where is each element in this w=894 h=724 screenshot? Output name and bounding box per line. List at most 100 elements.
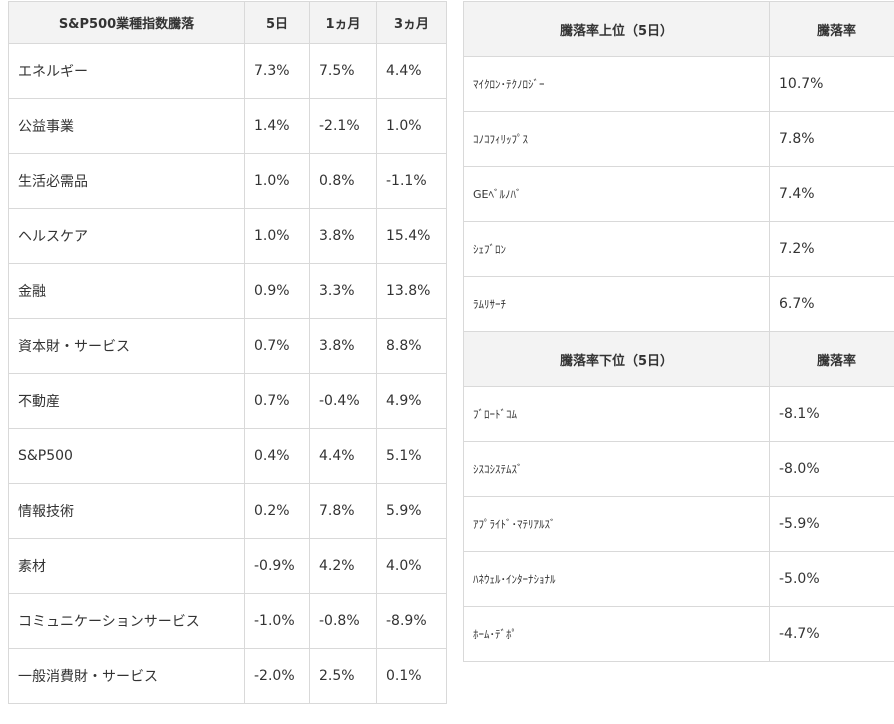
ranking-column-header: 騰落率下位（5日） — [463, 331, 770, 387]
sector-performance-table: S&P500業種指数騰落 5日 1ヵ月 3ヵ月 エネルギー 7.3% 7.5% 4.4% 公益事… — [8, 1, 447, 704]
ranking-column-header: 騰落率上位（5日） — [463, 1, 770, 57]
sector-value-cell: 4.0% — [376, 538, 447, 594]
sector-column-header: 1ヵ月 — [309, 1, 377, 44]
sector-name-cell: 金融 — [8, 263, 245, 319]
sector-name-cell: 公益事業 — [8, 98, 245, 154]
sector-value-cell: 0.7% — [244, 318, 310, 374]
stock-name-cell: ﾏｲｸﾛﾝ･ﾃｸﾉﾛｼﾞｰ — [463, 56, 770, 112]
sector-name-cell: エネルギー — [8, 43, 245, 99]
table-row: ﾊﾈｳｪﾙ･ｲﾝﾀｰﾅｼｮﾅﾙ -5.0% — [463, 551, 894, 607]
ranking-column-header: 騰落率 — [769, 1, 894, 57]
top-losers-header-row: 騰落率下位（5日） 騰落率 — [463, 331, 894, 387]
sector-column-header: S&P500業種指数騰落 — [8, 1, 245, 44]
stock-name-cell: ｼｪﾌﾞﾛﾝ — [463, 221, 770, 277]
sector-value-cell: 0.9% — [244, 263, 310, 319]
sector-value-cell: -8.9% — [376, 593, 447, 649]
sector-column-header: 5日 — [244, 1, 310, 44]
sector-value-cell: 3.8% — [309, 318, 377, 374]
stock-name-cell: ﾊﾈｳｪﾙ･ｲﾝﾀｰﾅｼｮﾅﾙ — [463, 551, 770, 607]
sector-value-cell: -2.0% — [244, 648, 310, 704]
table-row: 生活必需品 1.0% 0.8% -1.1% — [8, 153, 447, 209]
sector-value-cell: 8.8% — [376, 318, 447, 374]
stock-ranking-table: 騰落率上位（5日） 騰落率 ﾏｲｸﾛﾝ･ﾃｸﾉﾛｼﾞｰ 10.7% ｺﾉｺﾌｨﾘｯﾌﾟｽ… — [463, 1, 894, 662]
stock-name-cell: GEﾍﾞﾙﾉﾊﾞ — [463, 166, 770, 222]
table-row: 情報技術 0.2% 7.8% 5.9% — [8, 483, 447, 539]
table-row: ﾎｰﾑ･ﾃﾞﾎﾟ -4.7% — [463, 606, 894, 662]
stock-change-cell: 6.7% — [769, 276, 894, 332]
table-row: ｼｽｺｼｽﾃﾑｽﾞ -8.0% — [463, 441, 894, 497]
table-row: ヘルスケア 1.0% 3.8% 15.4% — [8, 208, 447, 264]
sector-value-cell: 4.4% — [376, 43, 447, 99]
table-row: ｺﾉｺﾌｨﾘｯﾌﾟｽ 7.8% — [463, 111, 894, 167]
sector-value-cell: 15.4% — [376, 208, 447, 264]
stock-name-cell: ｼｽｺｼｽﾃﾑｽﾞ — [463, 441, 770, 497]
sector-name-cell: 資本財・サービス — [8, 318, 245, 374]
sector-value-cell: -0.8% — [309, 593, 377, 649]
stock-change-cell: 7.4% — [769, 166, 894, 222]
top-gainers-header-row: 騰落率上位（5日） 騰落率 — [463, 1, 894, 57]
sector-value-cell: -1.0% — [244, 593, 310, 649]
sector-name-cell: コミュニケーションサービス — [8, 593, 245, 649]
sector-value-cell: 4.9% — [376, 373, 447, 429]
stock-name-cell: ﾌﾞﾛｰﾄﾞｺﾑ — [463, 386, 770, 442]
stock-change-cell: -5.0% — [769, 551, 894, 607]
stock-change-cell: 7.8% — [769, 111, 894, 167]
table-row: エネルギー 7.3% 7.5% 4.4% — [8, 43, 447, 99]
table-row: ﾏｲｸﾛﾝ･ﾃｸﾉﾛｼﾞｰ 10.7% — [463, 56, 894, 112]
sector-value-cell: 7.5% — [309, 43, 377, 99]
table-row: 金融 0.9% 3.3% 13.8% — [8, 263, 447, 319]
sector-name-cell: 情報技術 — [8, 483, 245, 539]
table-row: 一般消費財・サービス -2.0% 2.5% 0.1% — [8, 648, 447, 704]
sector-header-row: S&P500業種指数騰落 5日 1ヵ月 3ヵ月 — [8, 1, 447, 44]
table-row: ｱﾌﾟﾗｲﾄﾞ･ﾏﾃﾘｱﾙｽﾞ -5.9% — [463, 496, 894, 552]
sector-name-cell: 素材 — [8, 538, 245, 594]
stock-name-cell: ｱﾌﾟﾗｲﾄﾞ･ﾏﾃﾘｱﾙｽﾞ — [463, 496, 770, 552]
sector-value-cell: 5.9% — [376, 483, 447, 539]
sector-value-cell: 1.0% — [376, 98, 447, 154]
sector-value-cell: 13.8% — [376, 263, 447, 319]
sector-value-cell: -0.4% — [309, 373, 377, 429]
sector-value-cell: 0.7% — [244, 373, 310, 429]
table-row: ｼｪﾌﾞﾛﾝ 7.2% — [463, 221, 894, 277]
table-row: GEﾍﾞﾙﾉﾊﾞ 7.4% — [463, 166, 894, 222]
stock-change-cell: -4.7% — [769, 606, 894, 662]
table-row: ﾌﾞﾛｰﾄﾞｺﾑ -8.1% — [463, 386, 894, 442]
ranking-column-header: 騰落率 — [769, 331, 894, 387]
sector-name-cell: S&P500 — [8, 428, 245, 484]
sector-value-cell: -1.1% — [376, 153, 447, 209]
table-row: S&P500 0.4% 4.4% 5.1% — [8, 428, 447, 484]
sector-value-cell: -2.1% — [309, 98, 377, 154]
sector-name-cell: 不動産 — [8, 373, 245, 429]
sector-value-cell: 1.0% — [244, 208, 310, 264]
sector-value-cell: 7.8% — [309, 483, 377, 539]
sector-name-cell: 一般消費財・サービス — [8, 648, 245, 704]
stock-change-cell: 10.7% — [769, 56, 894, 112]
sector-value-cell: 0.1% — [376, 648, 447, 704]
sector-value-cell: 5.1% — [376, 428, 447, 484]
stock-change-cell: -8.0% — [769, 441, 894, 497]
sector-value-cell: 4.4% — [309, 428, 377, 484]
sector-value-cell: 3.3% — [309, 263, 377, 319]
stock-change-cell: 7.2% — [769, 221, 894, 277]
stock-name-cell: ｺﾉｺﾌｨﾘｯﾌﾟｽ — [463, 111, 770, 167]
table-row: コミュニケーションサービス -1.0% -0.8% -8.9% — [8, 593, 447, 649]
table-row: 公益事業 1.4% -2.1% 1.0% — [8, 98, 447, 154]
sector-column-header: 3ヵ月 — [376, 1, 447, 44]
sector-value-cell: 2.5% — [309, 648, 377, 704]
table-row: ﾗﾑﾘｻｰﾁ 6.7% — [463, 276, 894, 332]
sector-value-cell: 1.4% — [244, 98, 310, 154]
table-row: 不動産 0.7% -0.4% 4.9% — [8, 373, 447, 429]
sector-value-cell: 0.8% — [309, 153, 377, 209]
sector-value-cell: 0.4% — [244, 428, 310, 484]
table-row: 素材 -0.9% 4.2% 4.0% — [8, 538, 447, 594]
sector-value-cell: 1.0% — [244, 153, 310, 209]
sector-value-cell: 7.3% — [244, 43, 310, 99]
sector-value-cell: 3.8% — [309, 208, 377, 264]
stock-name-cell: ﾗﾑﾘｻｰﾁ — [463, 276, 770, 332]
sector-value-cell: -0.9% — [244, 538, 310, 594]
sector-value-cell: 0.2% — [244, 483, 310, 539]
stock-change-cell: -5.9% — [769, 496, 894, 552]
stock-change-cell: -8.1% — [769, 386, 894, 442]
stock-name-cell: ﾎｰﾑ･ﾃﾞﾎﾟ — [463, 606, 770, 662]
sector-name-cell: ヘルスケア — [8, 208, 245, 264]
